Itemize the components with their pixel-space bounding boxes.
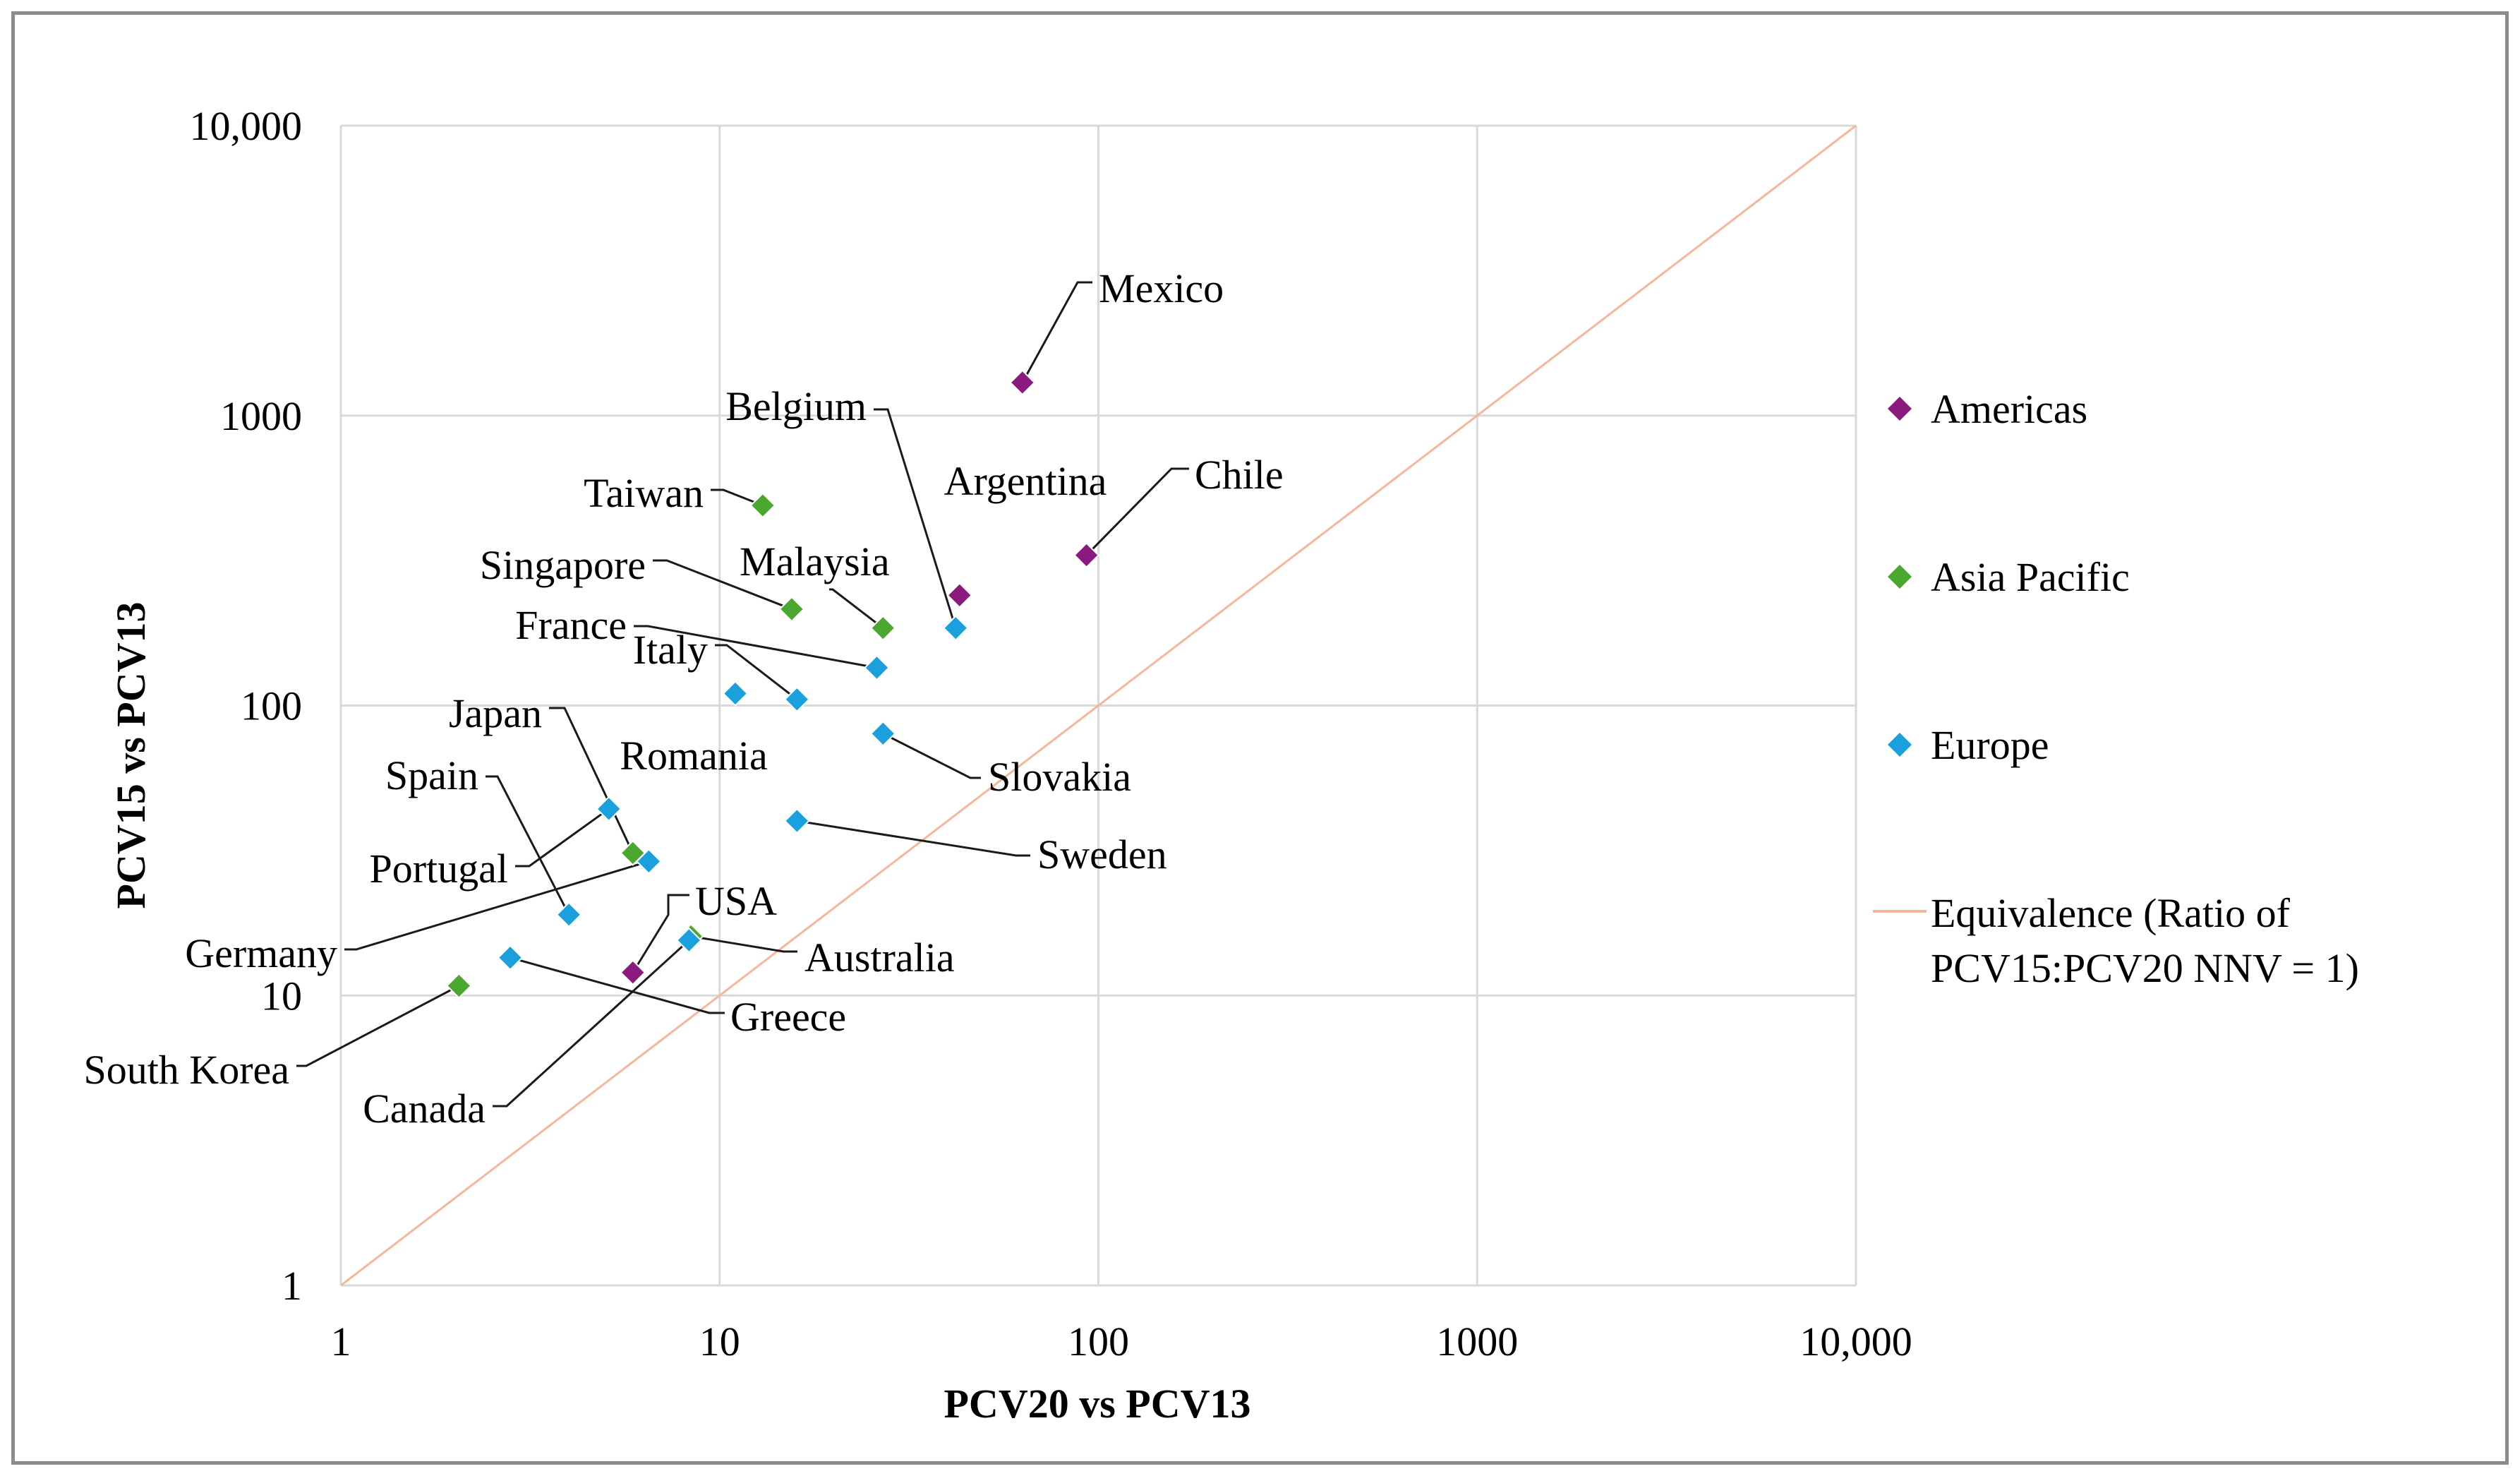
y-tick-label: 10,000 [190, 103, 303, 149]
point-argentina [946, 582, 973, 608]
leader-italy [715, 644, 798, 700]
point-germany [635, 848, 662, 875]
leader-slovakia [882, 732, 981, 779]
point-italy [783, 686, 810, 713]
x-axis-title: PCV20 vs PCV13 [944, 1381, 1251, 1427]
label-leader-lines [296, 281, 1189, 1108]
leader-belgium [874, 408, 957, 629]
leader-australia [690, 935, 797, 953]
label-taiwan: Taiwan [584, 470, 704, 516]
point-mexico [1009, 369, 1036, 396]
label-france: France [515, 602, 627, 648]
label-usa: USA [695, 878, 777, 924]
y-tick-label: 1000 [220, 393, 302, 439]
legend-marker-asia-pacific [1888, 565, 1912, 589]
legend-label-europe: Europe [1931, 722, 2049, 768]
legend-label-equivalence: Equivalence (Ratio of PCV15:PCV20 NNV = … [1931, 890, 2359, 991]
leader-usa [632, 894, 689, 973]
leader-canada [493, 939, 690, 1108]
leader-malaysia [829, 588, 884, 629]
label-germany: Germany [185, 930, 337, 976]
leader-south-korea [296, 985, 460, 1067]
x-tick-label: 10,000 [1799, 1319, 1912, 1364]
point-france [864, 654, 890, 681]
label-spain: Spain [385, 752, 478, 798]
point-slovakia [869, 720, 896, 747]
point-spain [555, 901, 582, 928]
label-greece: Greece [730, 994, 846, 1040]
leader-spain [486, 775, 570, 916]
label-mexico: Mexico [1099, 265, 1224, 311]
label-malaysia: Malaysia [740, 539, 890, 584]
legend-marker-americas [1888, 397, 1912, 421]
legend: Americas Asia Pacific Europe Equivalence… [1873, 386, 2359, 991]
data-points [445, 369, 1099, 999]
y-tick-label: 1 [282, 1263, 302, 1309]
data-labels: Mexico Chile Argentina USA Taiwan Singapore Ma… [83, 265, 1283, 1132]
legend-label-americas: Americas [1931, 386, 2087, 432]
point-greece [497, 944, 524, 971]
point-singapore [778, 596, 805, 623]
x-tick-label: 100 [1068, 1319, 1129, 1364]
label-singapore: Singapore [480, 542, 646, 588]
label-argentina: Argentina [944, 458, 1107, 504]
equivalence-line [340, 124, 1857, 1287]
y-tick-label: 100 [241, 683, 302, 729]
leader-singapore [653, 559, 792, 611]
leader-mexico [1021, 281, 1092, 383]
chart-frame [11, 11, 2509, 1465]
label-sweden: Sweden [1037, 832, 1167, 877]
point-malaysia [869, 615, 896, 642]
label-australia: Australia [804, 935, 955, 980]
label-romania: Romania [620, 733, 767, 779]
point-sweden [783, 808, 810, 834]
label-belgium: Belgium [725, 383, 867, 429]
y-axis-ticks: 1 10 100 1000 10,000 [190, 103, 303, 1309]
point-belgium [942, 615, 969, 642]
point-portugal [596, 796, 622, 822]
leader-germany [344, 860, 649, 951]
point-romania [722, 680, 749, 707]
label-south-korea: South Korea [83, 1047, 289, 1093]
y-tick-label: 10 [261, 973, 302, 1019]
leader-france [634, 625, 877, 669]
legend-marker-europe [1888, 733, 1912, 757]
leader-chile [1085, 467, 1189, 556]
point-taiwan [749, 492, 776, 519]
grid-lines [339, 124, 1857, 1287]
leader-taiwan [711, 488, 764, 507]
point-south-korea [445, 973, 472, 999]
leader-sweden [797, 820, 1030, 857]
point-chile [1073, 542, 1099, 568]
leader-greece [510, 956, 725, 1014]
label-portugal: Portugal [369, 846, 508, 892]
x-tick-label: 1 [331, 1319, 351, 1364]
label-chile: Chile [1195, 452, 1284, 498]
x-axis-ticks: 1 10 100 1000 10,000 [331, 1319, 1912, 1364]
y-axis-title: PCV15 vs PCV13 [108, 602, 154, 909]
x-tick-label: 1000 [1436, 1319, 1518, 1364]
label-italy: Italy [633, 627, 708, 673]
point-canada [675, 927, 702, 954]
legend-label-asia-pacific: Asia Pacific [1931, 554, 2130, 600]
label-japan: Japan [449, 690, 542, 736]
label-canada: Canada [363, 1086, 486, 1132]
point-usa [620, 959, 646, 986]
label-slovakia: Slovakia [988, 754, 1131, 800]
x-tick-label: 10 [699, 1319, 740, 1364]
leader-portugal [515, 808, 610, 868]
leader-japan [549, 707, 634, 854]
